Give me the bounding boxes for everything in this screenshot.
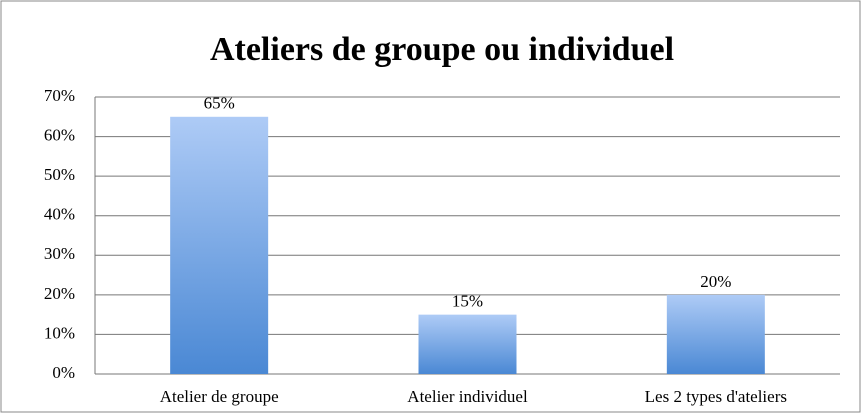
bar	[666, 294, 765, 374]
bar	[170, 116, 269, 375]
x-tick-label: Atelier de groupe	[160, 387, 279, 406]
y-tick-label: 70%	[44, 86, 75, 105]
y-tick-label: 40%	[44, 205, 75, 224]
bar	[418, 314, 517, 374]
y-tick-label: 50%	[44, 165, 75, 184]
value-label: 20%	[700, 272, 731, 291]
y-tick-label: 10%	[44, 323, 75, 342]
chart-title: Ateliers de groupe ou individuel	[210, 31, 674, 68]
value-label: 15%	[452, 292, 483, 311]
value-label: 65%	[204, 94, 235, 113]
x-tick-label: Les 2 types d'ateliers	[645, 387, 787, 406]
y-tick-label: 20%	[44, 284, 75, 303]
y-tick-label: 60%	[44, 125, 75, 144]
y-tick-label: 0%	[52, 363, 75, 382]
y-tick-label: 30%	[44, 244, 75, 263]
x-tick-label: Atelier individuel	[407, 387, 528, 406]
